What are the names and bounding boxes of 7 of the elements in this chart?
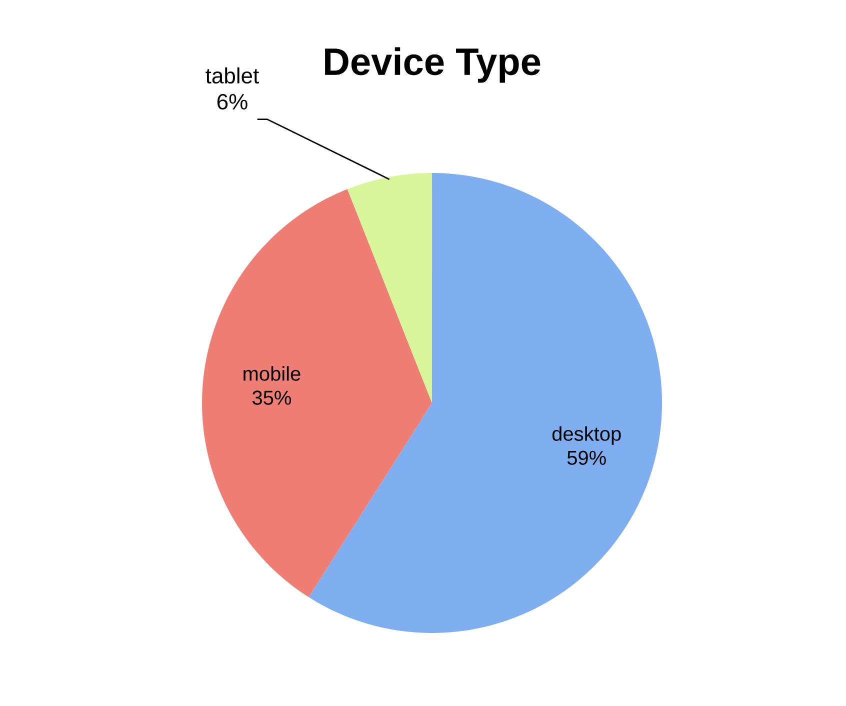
data-label: 6%: [217, 94, 248, 110]
slice-label: mobile: [244, 366, 300, 381]
chart-title: Device Type: [325, 47, 540, 83]
data-label: 35%: [252, 390, 292, 405]
slice-label: desktop: [552, 426, 621, 445]
data-label: 59%: [567, 450, 606, 465]
slice-label: tablet: [206, 67, 259, 84]
